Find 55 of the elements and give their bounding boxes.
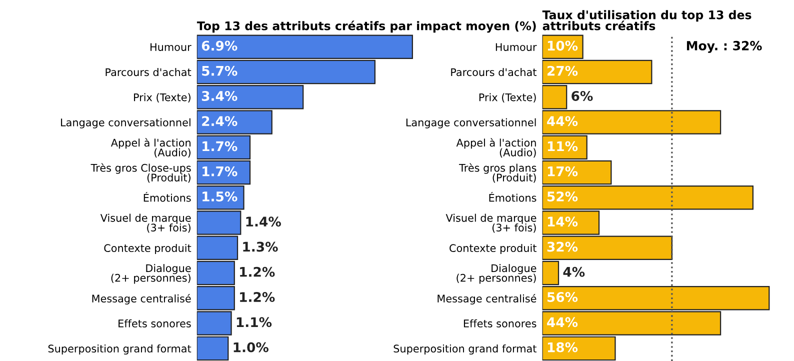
data-label: 5.7%: [202, 66, 238, 76]
y-tick-label: Appel à l'action (Audio): [110, 138, 190, 158]
data-label: 56%: [547, 292, 578, 302]
data-label: 44%: [547, 317, 578, 328]
data-label: 1.0%: [234, 342, 268, 352]
y-tick-label: Parcours d'achat: [106, 68, 192, 76]
data-label: 1.7%: [202, 166, 238, 176]
data-label: 6%: [572, 90, 593, 101]
data-label: 1.2%: [240, 292, 275, 302]
data-label: 18%: [548, 342, 578, 352]
ref-line-label: Moy. : 32%: [686, 40, 762, 53]
data-label: 3.4%: [202, 90, 238, 101]
chart-title: Top 13 des attributs créatifs par impact moyen (%): [196, 20, 536, 33]
data-label: 1.7%: [202, 141, 238, 152]
data-label: 1.3%: [243, 242, 278, 252]
y-tick-label: Humour: [150, 43, 192, 51]
data-label: 52%: [547, 191, 578, 202]
data-label: 1.2%: [240, 266, 275, 277]
data-label: 1.1%: [236, 317, 272, 328]
y-tick-label: Superposition grand format: [48, 344, 192, 355]
y-tick-label: Langage conversationnel: [406, 118, 536, 128]
y-tick-label: Visuel de marque (3+ fois): [100, 214, 191, 233]
y-tick-label: Émotions: [144, 192, 191, 202]
y-tick-label: Visuel de marque (3+ fois): [446, 214, 536, 233]
data-label: 4%: [563, 266, 585, 277]
data-label: 1.5%: [202, 191, 238, 202]
y-tick-label: Message centralisé: [438, 294, 536, 305]
y-tick-label: Appel à l'action (Audio): [456, 138, 536, 158]
y-tick-label: Prix (Texte): [479, 93, 536, 102]
y-tick-label: Dialogue (2+ personnes): [456, 264, 536, 284]
data-label: 1.4%: [246, 216, 281, 227]
y-tick-label: Contexte produit: [450, 244, 536, 254]
y-tick-label: Contexte produit: [104, 244, 192, 254]
data-label: 17%: [548, 166, 578, 176]
y-tick-label: Très gros plans (Produit): [459, 163, 536, 183]
chart-title: Taux d'utilisation du top 13 des attributs créatifs: [542, 10, 752, 30]
data-label: 27%: [548, 66, 578, 76]
data-label: 44%: [547, 116, 578, 126]
data-label: 10%: [548, 40, 578, 51]
y-tick-label: Langage conversationnel: [61, 118, 190, 128]
y-tick-label: Émotions: [489, 192, 536, 202]
y-tick-label: Effets sonores: [118, 319, 191, 328]
y-tick-label: Superposition grand format: [394, 344, 536, 355]
y-tick-label: Très gros Close-ups (Produit): [90, 163, 191, 183]
data-label: 11%: [548, 141, 578, 152]
data-label: 2.4%: [202, 116, 238, 126]
y-tick-label: Humour: [496, 43, 537, 51]
data-label: 6.9%: [202, 40, 238, 51]
y-tick-label: Prix (Texte): [134, 93, 190, 102]
y-tick-label: Dialogue (2+ personnes): [111, 264, 191, 284]
data-label: 32%: [547, 242, 578, 252]
y-tick-label: Message centralisé: [92, 294, 191, 305]
y-tick-label: Effets sonores: [464, 319, 536, 328]
y-tick-label: Parcours d'achat: [451, 68, 536, 76]
data-label: 14%: [548, 216, 578, 227]
